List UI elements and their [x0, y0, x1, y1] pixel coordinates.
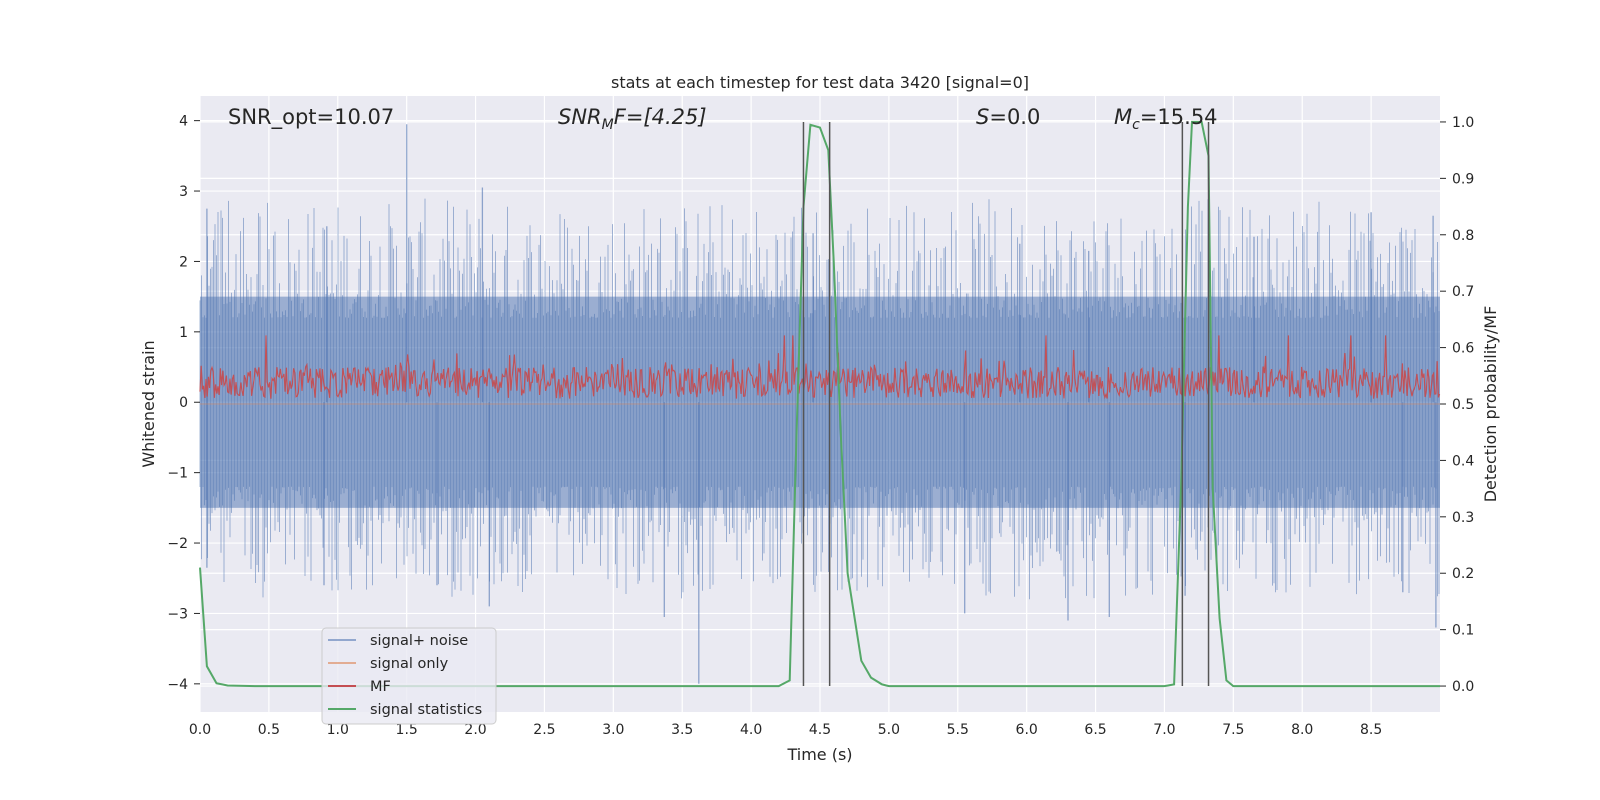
x-tick-label: 4.5: [809, 722, 831, 738]
noise-spikes: [206, 124, 1437, 684]
y2-tick-label: 0.9: [1452, 171, 1474, 187]
y-tick-label: −3: [167, 606, 188, 622]
s-annotation: S=0.0: [976, 105, 1040, 129]
x-tick-label: 6.0: [1016, 722, 1038, 738]
legend-label-mf: MF: [370, 679, 391, 695]
y2-tick-label: 0.2: [1452, 566, 1474, 582]
chart-title: stats at each timestep for test data 342…: [611, 73, 1029, 92]
y2-axis-label: Detection probability/MF: [1481, 306, 1500, 503]
y-tick-label: −1: [167, 466, 188, 482]
x-tick-label: 5.0: [878, 722, 900, 738]
snr-opt-annotation: SNR_opt=10.07: [228, 105, 394, 130]
s-var: S: [976, 105, 989, 129]
x-tick-label: 2.5: [533, 722, 555, 738]
y2-tick-label: 0.0: [1452, 679, 1474, 695]
y-axis-ticks: −4 −3 −2 −1 0 1 2 3 4: [167, 114, 200, 693]
y2-tick-label: 0.1: [1452, 623, 1474, 639]
x-tick-label: 7.0: [1153, 722, 1175, 738]
x-axis-label: Time (s): [786, 745, 852, 764]
x-tick-label: 1.0: [327, 722, 349, 738]
y-tick-label: 2: [179, 254, 188, 270]
legend-label-signal-only: signal only: [370, 656, 449, 672]
signal-statistics-series: [199, 120, 1440, 688]
y2-tick-label: 1.0: [1452, 115, 1474, 131]
signal-noise-series: [199, 124, 1440, 684]
x-axis-ticks: 0.0 0.5 1.0 1.5 2.0 2.5 3.0 3.5 4.0 4.5 5.0 5.5 6.0 6…: [189, 722, 1382, 738]
x-tick-label: 1.5: [396, 722, 418, 738]
legend-label-signal-noise: signal+ noise: [370, 633, 468, 649]
x-tick-label: 3.5: [671, 722, 693, 738]
signal-statistics-line: [199, 120, 1440, 688]
y2-tick-label: 0.8: [1452, 228, 1474, 244]
mc-rest: =15.54: [1140, 105, 1218, 129]
y-tick-label: 3: [179, 184, 188, 200]
y-tick-label: 0: [179, 395, 188, 411]
mc-base: M: [1114, 105, 1132, 129]
mf-trace: [199, 335, 1441, 400]
s-rest: =0.0: [989, 105, 1040, 129]
x-tick-label: 2.0: [464, 722, 486, 738]
legend-box: [321, 627, 497, 725]
snr-mf-base: SNR: [558, 105, 602, 129]
y2-tick-label: 0.6: [1452, 341, 1474, 357]
x-tick-label: 5.5: [947, 722, 969, 738]
y-axis-label: Whitened strain: [139, 340, 158, 467]
x-tick-label: 0.0: [189, 722, 211, 738]
snr-mf-sub: M: [602, 117, 614, 133]
y-tick-label: 4: [179, 114, 188, 130]
x-tick-label: 0.5: [258, 722, 280, 738]
legend-label-signal-statistics: signal statistics: [370, 702, 482, 718]
x-tick-label: 6.5: [1084, 722, 1106, 738]
mc-annotation: Mc=15.54: [1114, 105, 1218, 133]
y-tick-label: 1: [179, 325, 188, 341]
legend: signal+ noise signal only MF signal stat…: [321, 627, 497, 725]
snr-mf-rest: F=[4.25]: [614, 105, 707, 129]
x-tick-label: 4.0: [740, 722, 762, 738]
detection-window-lines: [802, 121, 1210, 687]
y-tick-label: −2: [167, 536, 188, 552]
mf-series: [199, 335, 1441, 400]
y2-tick-label: 0.3: [1452, 510, 1474, 526]
snr-mf-annotation: SNRMF=[4.25]: [558, 105, 707, 133]
x-tick-label: 8.0: [1291, 722, 1313, 738]
y2-tick-label: 0.4: [1452, 453, 1474, 469]
y2-tick-label: 0.5: [1452, 397, 1474, 413]
y2-axis-ticks: 0.0 0.1 0.2 0.3 0.4 0.5 0.6 0.7 0.8 0.9 1.0: [1440, 115, 1474, 695]
y2-tick-label: 0.7: [1452, 284, 1474, 300]
y-tick-label: −4: [167, 677, 188, 693]
x-tick-label: 7.5: [1222, 722, 1244, 738]
mc-sub: c: [1132, 117, 1140, 133]
x-tick-label: 8.5: [1360, 722, 1382, 738]
x-tick-label: 3.0: [602, 722, 624, 738]
